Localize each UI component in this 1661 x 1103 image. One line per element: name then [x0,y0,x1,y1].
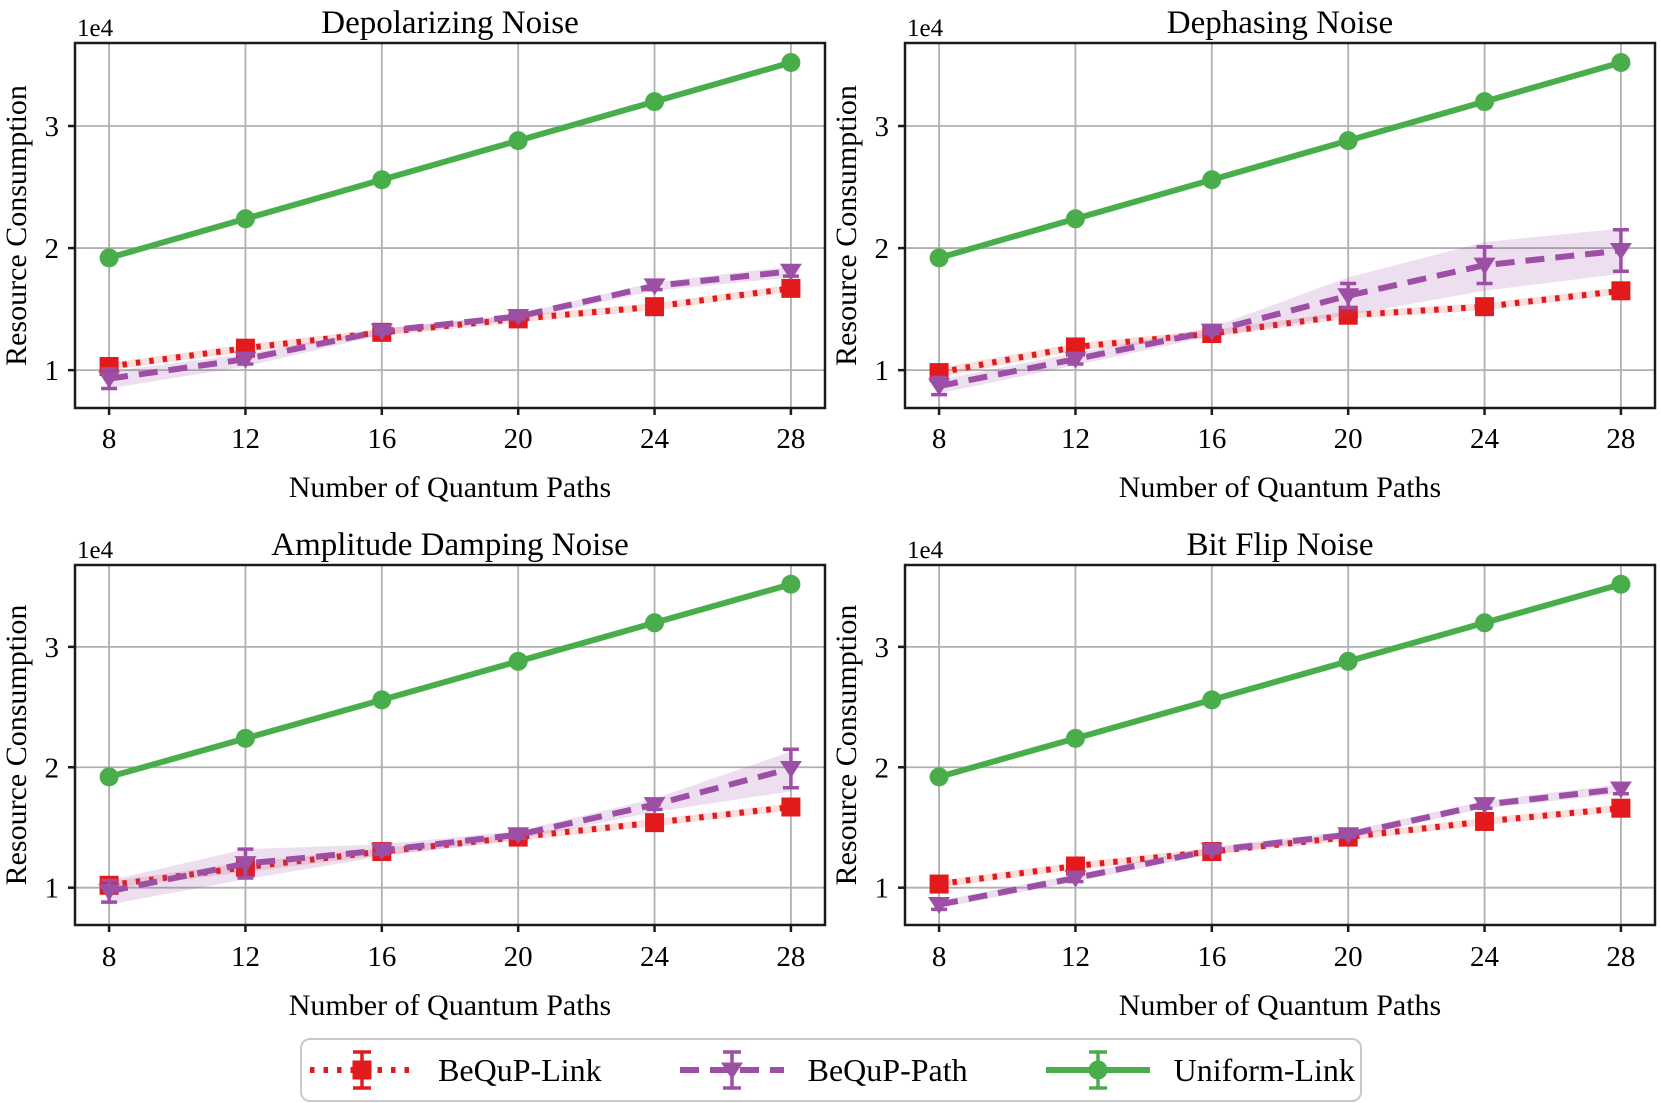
svg-text:Number of Quantum Paths: Number of Quantum Paths [1119,989,1441,1022]
svg-text:2: 2 [45,752,60,784]
svg-text:16: 16 [367,423,396,455]
legend-label: BeQuP-Link [438,1051,602,1088]
svg-text:12: 12 [1061,941,1090,973]
svg-text:16: 16 [367,941,396,973]
svg-text:1e4: 1e4 [77,537,114,564]
charts-grid: 8 12 16 20 24 28 1 2 3 Depolarizing Noise 1e4 Numbe… [0,0,1661,1035]
svg-text:28: 28 [776,423,805,455]
svg-text:8: 8 [932,941,947,973]
svg-text:20: 20 [1334,423,1363,455]
svg-text:12: 12 [1061,423,1090,455]
svg-text:20: 20 [1334,941,1363,973]
bequp-link-sample-icon [310,1050,415,1090]
svg-text:Resource Consumption: Resource Consumption [0,85,33,366]
svg-text:3: 3 [45,111,60,143]
svg-text:1: 1 [875,873,890,905]
legend-entry-uniform-link: Uniform-Link [1042,1044,1355,1096]
legend-label: BeQuP-Path [807,1051,968,1088]
svg-text:Dephasing Noise: Dephasing Noise [1167,5,1393,41]
svg-text:2: 2 [875,752,890,784]
svg-text:8: 8 [102,941,117,973]
svg-text:Number of Quantum Paths: Number of Quantum Paths [289,471,611,504]
svg-text:24: 24 [1470,941,1500,973]
svg-text:Number of Quantum Paths: Number of Quantum Paths [1119,471,1441,504]
svg-text:24: 24 [1470,423,1500,455]
svg-text:3: 3 [875,111,890,143]
svg-text:28: 28 [1606,423,1635,455]
svg-text:Number of Quantum Paths: Number of Quantum Paths [289,989,611,1022]
svg-text:1: 1 [45,355,60,387]
svg-text:Resource Consumption: Resource Consumption [830,605,863,886]
svg-text:Amplitude Damping Noise: Amplitude Damping Noise [271,527,628,563]
svg-text:Bit Flip Noise: Bit Flip Noise [1186,527,1373,563]
legend-entry-bequp-path: BeQuP-Path [676,1044,968,1096]
svg-text:2: 2 [875,233,890,265]
svg-text:16: 16 [1197,423,1226,455]
svg-text:Depolarizing Noise: Depolarizing Noise [321,5,579,41]
legend-entry-bequp-link: BeQuP-Link [306,1044,602,1096]
svg-text:8: 8 [932,423,947,455]
svg-text:3: 3 [45,632,60,664]
svg-text:Resource Consumption: Resource Consumption [830,85,863,366]
chart-amplitude-damping-noise: 8 12 16 20 24 28 1 2 3 Amplitude Damping Noise 1e4… [0,505,830,1035]
legend-label: Uniform-Link [1173,1051,1355,1088]
chart-depolarizing-noise: 8 12 16 20 24 28 1 2 3 Depolarizing Noise 1e4 Numbe… [0,0,830,505]
svg-text:1: 1 [875,355,890,387]
svg-text:8: 8 [102,423,117,455]
svg-text:28: 28 [776,941,805,973]
svg-text:20: 20 [504,941,533,973]
svg-text:20: 20 [504,423,533,455]
svg-text:1e4: 1e4 [907,537,944,564]
uniform-link-sample-icon [1045,1050,1150,1090]
svg-text:24: 24 [640,423,670,455]
svg-text:Resource Consumption: Resource Consumption [0,605,33,886]
svg-text:1e4: 1e4 [907,15,944,42]
svg-text:12: 12 [231,941,260,973]
svg-text:12: 12 [231,423,260,455]
bequp-path-sample-icon [679,1050,784,1090]
chart-dephasing-noise: 8 12 16 20 24 28 1 2 3 Dephasing Noise 1e4 Number o… [830,0,1661,505]
svg-text:2: 2 [45,233,60,265]
svg-text:3: 3 [875,632,890,664]
chart-bit-flip-noise: 8 12 16 20 24 28 1 2 3 Bit Flip Noise 1e4 Number of… [830,505,1661,1035]
svg-text:1e4: 1e4 [77,15,114,42]
svg-text:24: 24 [640,941,670,973]
svg-text:16: 16 [1197,941,1226,973]
svg-text:28: 28 [1606,941,1635,973]
legend: BeQuP-Link BeQuP-Path Uniform-Link [299,1038,1362,1102]
svg-text:1: 1 [45,873,60,905]
